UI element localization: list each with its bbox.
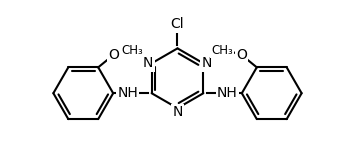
- Text: Cl: Cl: [171, 17, 184, 32]
- Text: N: N: [172, 105, 183, 119]
- Text: N: N: [143, 56, 153, 70]
- Text: CH₃: CH₃: [211, 44, 233, 57]
- Text: NH: NH: [117, 86, 138, 100]
- Text: CH₃: CH₃: [121, 44, 143, 57]
- Text: O: O: [236, 48, 247, 62]
- Text: NH: NH: [217, 86, 238, 100]
- Text: N: N: [202, 56, 212, 70]
- Text: O: O: [108, 48, 119, 62]
